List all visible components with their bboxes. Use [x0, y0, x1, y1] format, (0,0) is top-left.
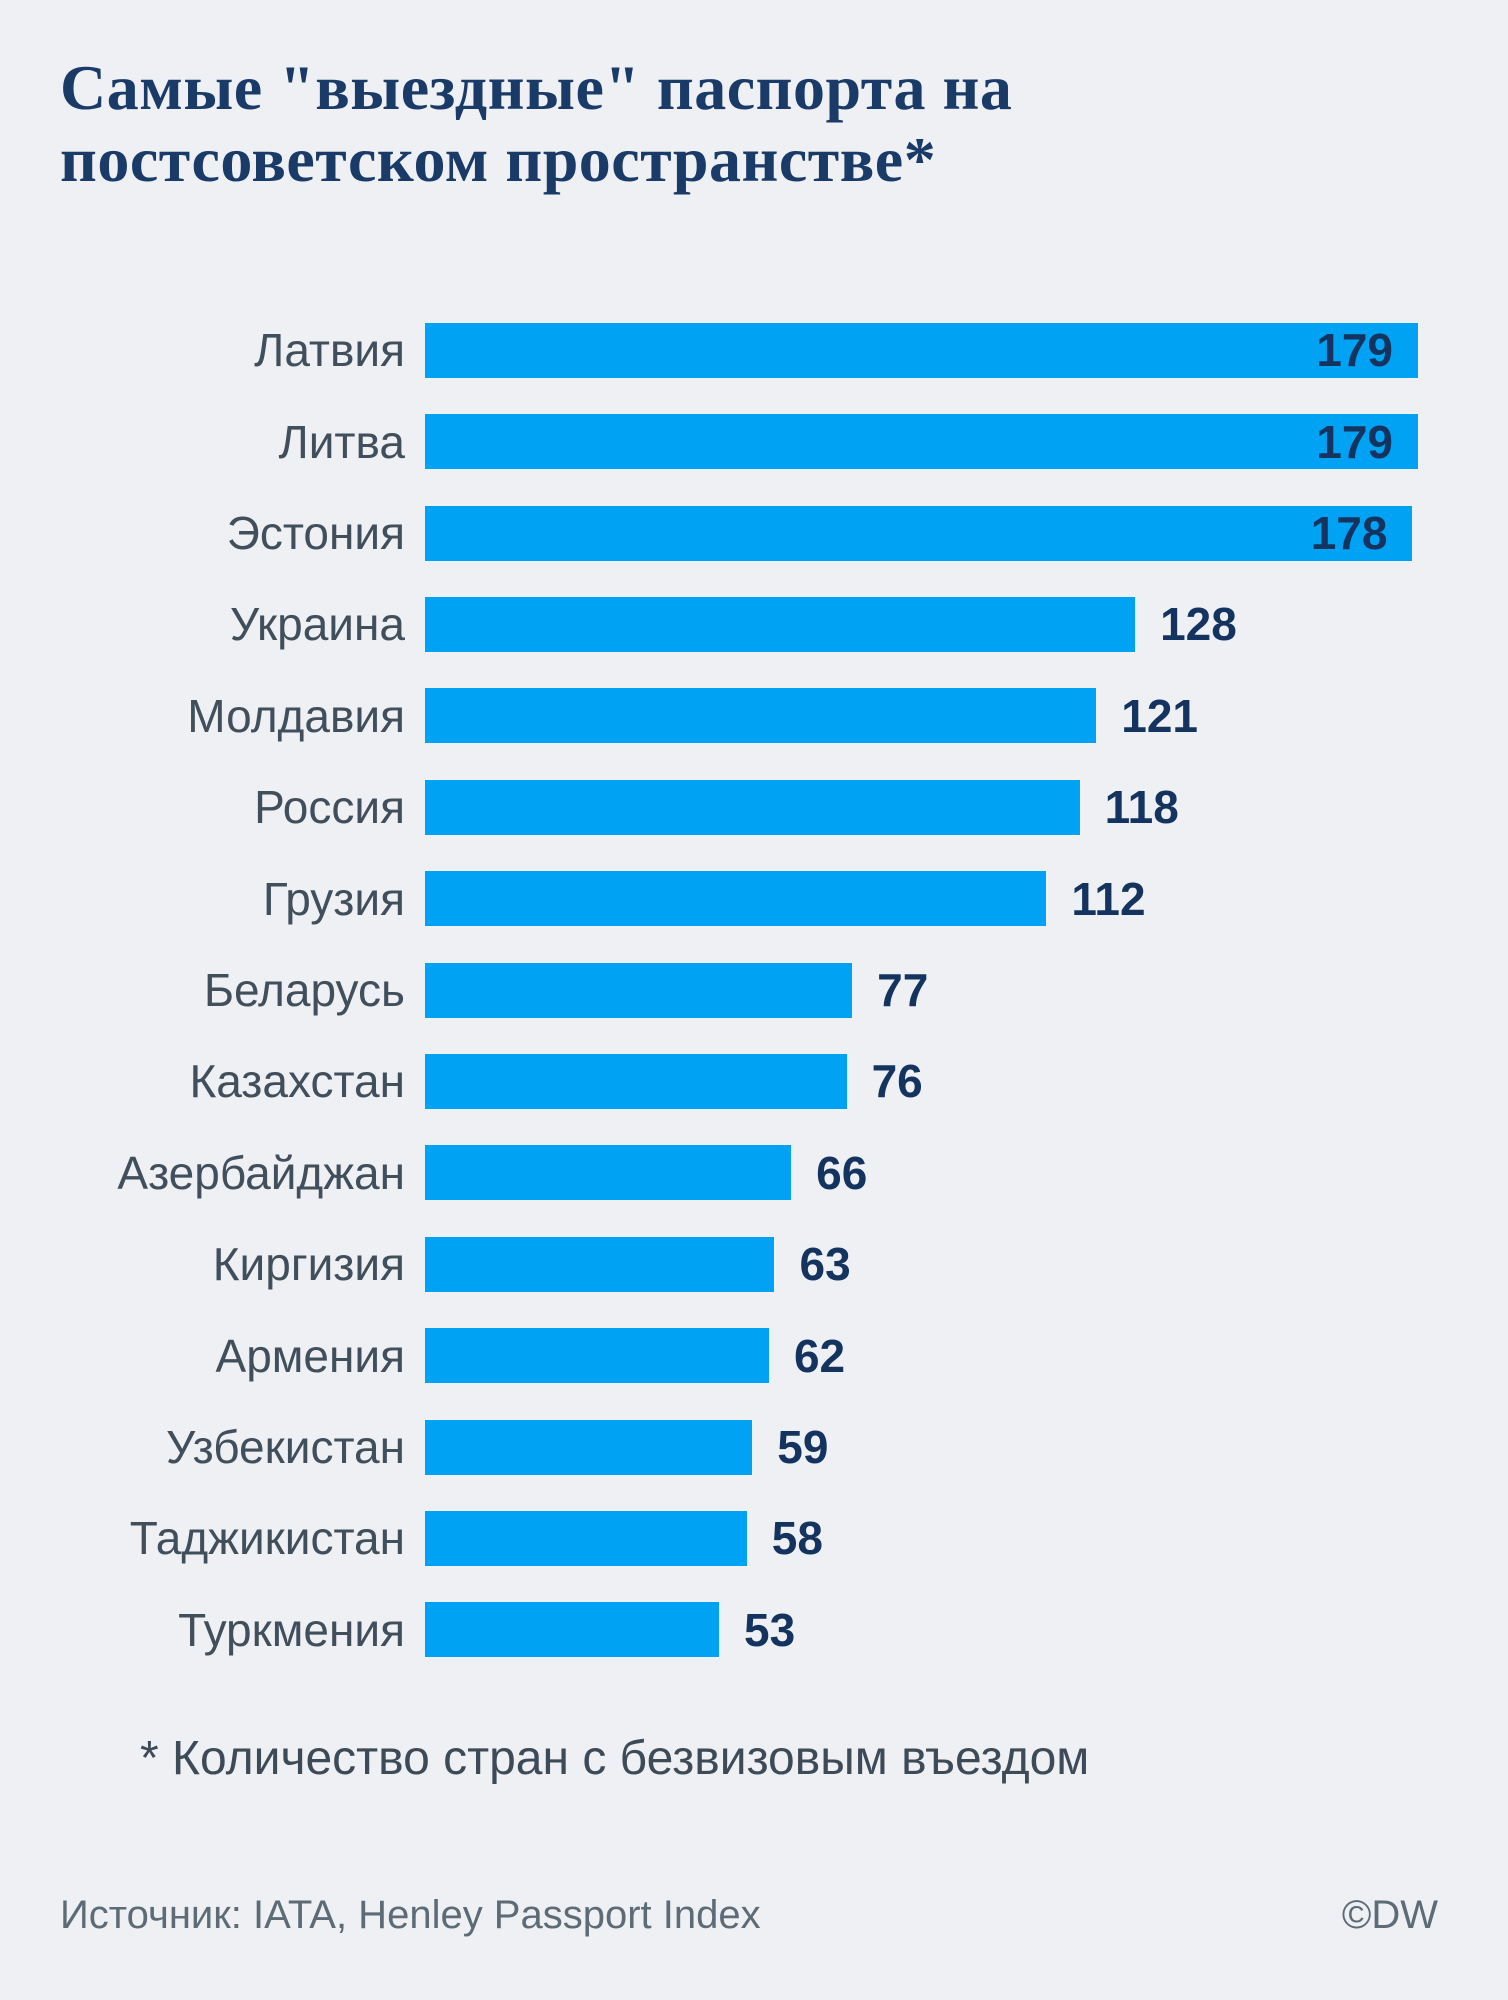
bar-row: Азербайджан 66 — [0, 1127, 1508, 1218]
bar-track: 66 — [425, 1145, 1418, 1201]
category-label: Казахстан — [189, 1055, 405, 1108]
bar-row: Эстония 178 — [0, 487, 1508, 578]
category-label: Беларусь — [203, 964, 405, 1017]
bar-track: 179 — [425, 414, 1418, 470]
source-text: Источник: IATA, Henley Passport Index — [60, 1893, 761, 1937]
bar-track: 77 — [425, 962, 1418, 1018]
bar-row: Россия 118 — [0, 762, 1508, 853]
bar: 179 — [425, 414, 1418, 470]
value-label: 128 — [1160, 598, 1237, 651]
footnote: * Количество стран с безвизовым въездом — [140, 1732, 1090, 1786]
value-label: 121 — [1121, 689, 1198, 742]
value-label: 53 — [744, 1603, 796, 1656]
value-label: 76 — [871, 1055, 923, 1108]
footer: Источник: IATA, Henley Passport Index ©D… — [60, 1893, 1438, 1938]
value-label: 58 — [771, 1512, 823, 1565]
category-label: Таджикистан — [129, 1512, 405, 1565]
category-label: Киргизия — [212, 1238, 405, 1291]
bar-track: 121 — [425, 688, 1418, 744]
category-label: Россия — [254, 781, 405, 834]
value-label: 62 — [793, 1329, 846, 1382]
bar-track: 53 — [425, 1602, 1418, 1658]
bar: 179 — [425, 322, 1418, 378]
bar-row: Грузия 112 — [0, 853, 1508, 944]
bar-track: 128 — [425, 596, 1418, 652]
bar-chart: Латвия 179 Литва 179 Эстония 178 Украина 128 Мол… — [0, 305, 1508, 1676]
category-label: Литва — [278, 415, 405, 468]
bar — [425, 871, 1047, 927]
bar — [425, 1236, 775, 1292]
bar-track: 76 — [425, 1053, 1418, 1109]
value-label: 66 — [816, 1146, 868, 1199]
bar — [425, 596, 1136, 652]
bar — [425, 1053, 847, 1109]
bar-track: 63 — [425, 1236, 1418, 1292]
bar-row: Узбекистан 59 — [0, 1401, 1508, 1492]
bar-row: Таджикистан 58 — [0, 1493, 1508, 1584]
bar-row: Беларусь 77 — [0, 944, 1508, 1035]
bar-row: Армения 62 — [0, 1310, 1508, 1401]
bar-row: Молдавия 121 — [0, 670, 1508, 761]
bar-track: 178 — [425, 505, 1418, 561]
bar-row: Киргизия 63 — [0, 1219, 1508, 1310]
bar — [425, 1602, 720, 1658]
value-label: 63 — [799, 1238, 851, 1291]
bar: 178 — [425, 505, 1413, 561]
dw-logo: ©DW — [1341, 1893, 1438, 1937]
bar — [425, 1328, 769, 1384]
bar-track: 58 — [425, 1510, 1418, 1566]
bar-track: 59 — [425, 1419, 1418, 1475]
bar — [425, 962, 853, 1018]
category-label: Украина — [229, 598, 405, 651]
bar-row: Казахстан 76 — [0, 1036, 1508, 1127]
bar — [425, 1145, 792, 1201]
bar — [425, 779, 1080, 835]
bar-row: Литва 179 — [0, 396, 1508, 487]
value-label: 179 — [1316, 324, 1393, 377]
bar-track: 112 — [425, 871, 1418, 927]
bar-track: 62 — [425, 1328, 1418, 1384]
bar-track: 118 — [425, 779, 1418, 835]
bar-track: 179 — [425, 322, 1418, 378]
value-label: 118 — [1104, 781, 1179, 834]
value-label: 59 — [777, 1421, 829, 1473]
value-label: 77 — [877, 964, 929, 1017]
chart-title: Самые "выездные" паспорта на постсоветск… — [60, 52, 1013, 196]
bar — [425, 1419, 753, 1475]
value-label: 178 — [1310, 507, 1388, 560]
category-label: Грузия — [262, 872, 405, 925]
bar — [425, 688, 1097, 744]
category-label: Туркмения — [178, 1603, 405, 1656]
category-label: Латвия — [254, 324, 405, 377]
value-label: 179 — [1316, 415, 1393, 468]
category-label: Узбекистан — [166, 1421, 405, 1473]
bar-row: Латвия 179 — [0, 305, 1508, 396]
bar-row: Туркмения 53 — [0, 1584, 1508, 1675]
bar-row: Украина 128 — [0, 579, 1508, 670]
category-label: Азербайджан — [117, 1146, 405, 1199]
category-label: Армения — [215, 1329, 405, 1382]
category-label: Эстония — [226, 507, 405, 560]
bar — [425, 1510, 747, 1566]
value-label: 112 — [1071, 872, 1146, 925]
category-label: Молдавия — [187, 689, 405, 742]
